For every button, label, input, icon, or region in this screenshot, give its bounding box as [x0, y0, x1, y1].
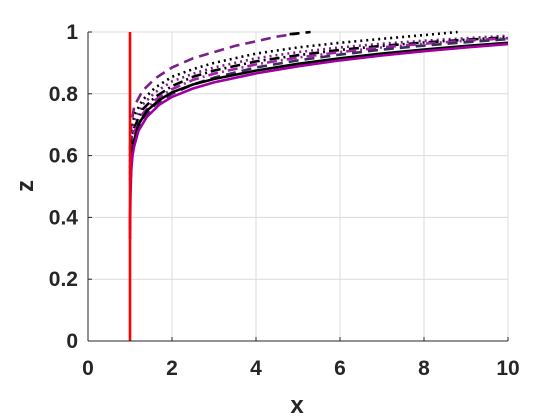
x-tick-label: 6 — [334, 357, 346, 380]
y-tick-label: 0.8 — [49, 83, 79, 106]
series-group — [128, 30, 509, 341]
y-tick-label: 0 — [66, 330, 78, 353]
axes — [87, 31, 509, 342]
series-line-2 — [289, 30, 311, 36]
x-tick-label: 4 — [250, 357, 262, 380]
y-tick-label: 1 — [66, 21, 78, 44]
y-tick-label: 0.4 — [49, 206, 79, 229]
series-line-3 — [128, 30, 458, 156]
series-line-1 — [128, 32, 299, 150]
y-tick-label: 0.2 — [49, 268, 78, 291]
grid — [87, 31, 509, 342]
x-tick-label: 0 — [82, 357, 94, 380]
tick-labels: 0 2 4 6 8 10 0 0.2 0.4 0.6 0.8 1 — [49, 21, 520, 380]
x-axis-label: x — [290, 392, 304, 419]
y-tick-label: 0.6 — [49, 145, 78, 168]
x-tick-label: 2 — [166, 357, 178, 380]
series-line-9 — [128, 42, 509, 240]
y-axis-label: z — [12, 180, 39, 192]
x-tick-label: 10 — [496, 357, 519, 380]
x-tick-label: 8 — [418, 357, 430, 380]
